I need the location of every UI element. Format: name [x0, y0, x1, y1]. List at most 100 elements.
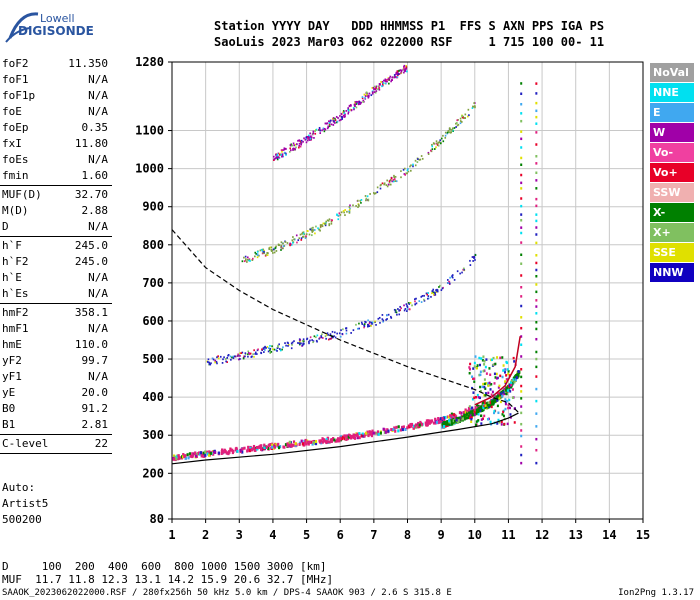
echo-point	[189, 454, 192, 458]
echo-point	[288, 150, 291, 153]
echo-point	[359, 199, 362, 202]
echo-point	[397, 308, 399, 310]
echo-point	[393, 74, 396, 76]
echo-point	[256, 353, 258, 355]
echo-point	[302, 338, 305, 341]
auto-label: Auto:	[2, 481, 36, 494]
echo-point	[217, 355, 219, 358]
echo-point	[482, 369, 485, 373]
echo-point	[418, 423, 421, 427]
echo-point	[520, 397, 523, 400]
echo-point	[334, 331, 336, 334]
echo-point	[447, 282, 449, 284]
echo-point	[520, 137, 523, 141]
echo-point	[420, 301, 423, 303]
echo-point	[271, 345, 273, 348]
echo-point	[456, 122, 458, 124]
echo-point	[520, 326, 523, 330]
echo-point	[230, 448, 233, 452]
echo-point	[319, 129, 321, 132]
echo-point	[364, 320, 366, 323]
echo-point	[239, 355, 241, 357]
echo-point	[477, 408, 481, 412]
echo-point	[264, 349, 266, 351]
echo-point	[386, 428, 389, 432]
echo-point	[419, 420, 422, 424]
echo-point	[276, 153, 279, 156]
echo-point	[350, 436, 353, 440]
echo-point	[336, 332, 338, 335]
echo-point	[512, 378, 515, 381]
echo-point	[479, 385, 482, 389]
echo-point	[389, 179, 392, 181]
echo-point	[307, 137, 309, 140]
echo-point	[459, 117, 462, 120]
echo-point	[435, 289, 437, 292]
param-value: N/A	[88, 89, 108, 102]
param-row: h`F 245.0	[0, 238, 112, 254]
echo-point	[483, 360, 486, 363]
param-name: M(D)	[2, 204, 29, 217]
echo-point	[507, 372, 510, 376]
echo-point	[320, 335, 323, 337]
echo-point	[215, 360, 218, 363]
echo-point	[374, 85, 376, 88]
echo-point	[237, 353, 239, 356]
echo-point	[264, 345, 266, 348]
echo-point	[393, 76, 396, 79]
echo-point	[408, 308, 411, 311]
echo-point	[219, 355, 222, 358]
echo-point	[314, 130, 316, 133]
param-value: 245.0	[74, 239, 108, 252]
echo-point	[398, 69, 400, 72]
echo-point	[498, 421, 501, 424]
echo-point	[535, 375, 538, 378]
echo-point	[314, 439, 318, 443]
y-tick-label: 700	[142, 276, 164, 290]
echo-point	[535, 226, 538, 229]
echo-point	[520, 316, 523, 319]
x-tick-label: 14	[602, 528, 616, 542]
param-name: fxI	[2, 137, 22, 150]
echo-point	[263, 252, 265, 255]
echo-point	[208, 361, 210, 364]
echo-point	[403, 69, 406, 71]
echo-point	[345, 437, 348, 441]
echo-point	[297, 239, 300, 242]
echo-point	[470, 420, 473, 423]
echo-point	[348, 206, 351, 208]
echo-point	[306, 440, 310, 444]
echo-point	[381, 80, 384, 83]
echo-point	[375, 85, 378, 88]
echo-point	[358, 436, 361, 440]
echo-point	[314, 442, 318, 446]
echo-point	[414, 159, 417, 162]
echo-point	[352, 204, 354, 207]
echo-point	[272, 348, 274, 351]
echo-point	[204, 450, 207, 454]
echo-point	[449, 276, 451, 279]
echo-point	[224, 358, 227, 360]
echo-point	[292, 241, 294, 244]
echo-point	[436, 142, 438, 145]
echo-point	[214, 361, 216, 364]
echo-point	[390, 317, 393, 319]
echo-point	[343, 211, 345, 214]
echo-point	[247, 352, 250, 354]
echo-point	[385, 79, 388, 81]
echo-point	[326, 332, 329, 335]
param-separator	[0, 453, 112, 454]
echo-point	[330, 337, 332, 340]
x-tick-label: 12	[535, 528, 549, 542]
echo-point	[452, 413, 455, 417]
echo-point	[357, 100, 360, 103]
echo-point	[273, 251, 276, 254]
param-name: foEs	[2, 153, 29, 166]
echo-point	[496, 422, 499, 425]
echo-point	[520, 368, 523, 371]
echo-point	[474, 395, 477, 399]
echo-point	[300, 237, 303, 240]
echo-point	[535, 101, 538, 105]
echo-point	[425, 292, 428, 295]
